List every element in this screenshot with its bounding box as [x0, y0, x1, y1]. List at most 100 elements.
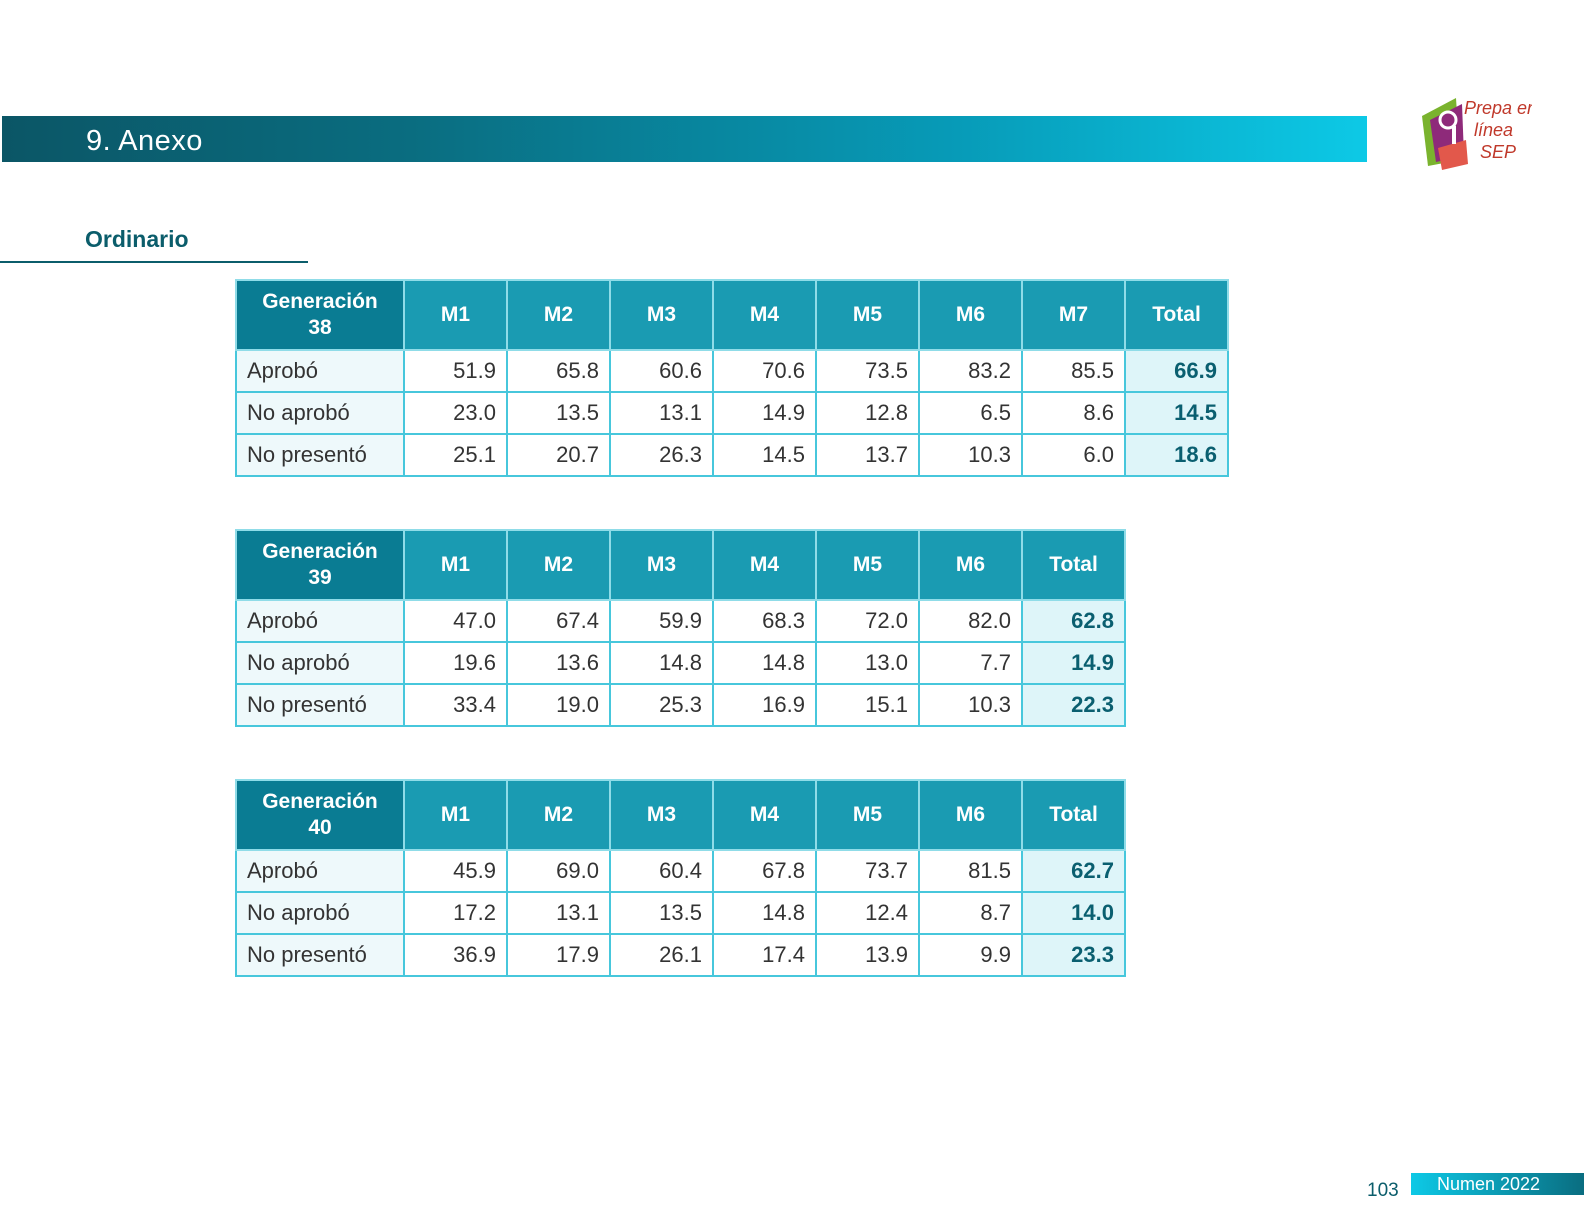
column-header: M3 — [609, 529, 714, 601]
column-header: M1 — [403, 779, 508, 851]
cell-value: 6.5 — [918, 391, 1023, 435]
cell-value: 17.2 — [403, 891, 508, 935]
cell-value: 69.0 — [506, 849, 611, 893]
cell-value: 67.8 — [712, 849, 817, 893]
corner-header: Generación 39 — [235, 529, 405, 601]
cell-value: 26.1 — [609, 933, 714, 977]
prepa-en-linea-logo: Prepa en línea SEP — [1422, 90, 1537, 172]
cell-value: 72.0 — [815, 599, 920, 643]
cell-total: 14.0 — [1021, 891, 1126, 935]
cell-total: 62.8 — [1021, 599, 1126, 643]
cell-value: 12.8 — [815, 391, 920, 435]
row-label: No presentó — [235, 433, 405, 477]
page-title: 9. Anexo — [86, 125, 203, 157]
cell-value: 73.7 — [815, 849, 920, 893]
row-label: Aprobó — [235, 849, 405, 893]
page-number: 103 — [1367, 1180, 1399, 1201]
cell-value: 73.5 — [815, 349, 920, 393]
cell-value: 13.1 — [506, 891, 611, 935]
cell-value: 67.4 — [506, 599, 611, 643]
column-header: M1 — [403, 279, 508, 351]
table-row: Aprobó 45.9 69.0 60.4 67.8 73.7 81.5 62.… — [235, 849, 1126, 893]
column-header: M4 — [712, 779, 817, 851]
row-label: No presentó — [235, 683, 405, 727]
corner-line1: Generación — [262, 790, 378, 813]
cell-value: 26.3 — [609, 433, 714, 477]
row-label: Aprobó — [235, 349, 405, 393]
cell-value: 13.5 — [506, 391, 611, 435]
table-row: No presentó 25.1 20.7 26.3 14.5 13.7 10.… — [235, 433, 1229, 477]
cell-value: 16.9 — [712, 683, 817, 727]
cell-value: 14.8 — [712, 891, 817, 935]
section-divider — [0, 261, 308, 263]
cell-value: 19.6 — [403, 641, 508, 685]
cell-value: 15.1 — [815, 683, 920, 727]
table-header-row: Generación 39 M1 M2 M3 M4 M5 M6 Total — [235, 529, 1126, 601]
column-header: M6 — [918, 529, 1023, 601]
cell-total: 23.3 — [1021, 933, 1126, 977]
row-label: No presentó — [235, 933, 405, 977]
column-header: M2 — [506, 779, 611, 851]
column-header: M5 — [815, 529, 920, 601]
row-label: No aprobó — [235, 391, 405, 435]
cell-value: 45.9 — [403, 849, 508, 893]
cell-value: 10.3 — [918, 433, 1023, 477]
column-header: M4 — [712, 279, 817, 351]
cell-value: 13.0 — [815, 641, 920, 685]
cell-value: 14.9 — [712, 391, 817, 435]
cell-value: 13.7 — [815, 433, 920, 477]
cell-value: 12.4 — [815, 891, 920, 935]
cell-value: 65.8 — [506, 349, 611, 393]
cell-value: 13.6 — [506, 641, 611, 685]
cell-value: 81.5 — [918, 849, 1023, 893]
column-header: M1 — [403, 529, 508, 601]
cell-total: 22.3 — [1021, 683, 1126, 727]
logo-text-3: SEP — [1480, 142, 1516, 162]
corner-line2: 39 — [308, 566, 332, 589]
corner-line2: 40 — [308, 816, 332, 839]
cell-value: 51.9 — [403, 349, 508, 393]
cell-value: 20.7 — [506, 433, 611, 477]
column-header: M6 — [918, 279, 1023, 351]
corner-line1: Generación — [262, 290, 378, 313]
table-row: No aprobó 19.6 13.6 14.8 14.8 13.0 7.7 1… — [235, 641, 1126, 685]
column-header: M5 — [815, 279, 920, 351]
logo-text-2: línea — [1474, 120, 1513, 140]
cell-value: 13.9 — [815, 933, 920, 977]
cell-value: 82.0 — [918, 599, 1023, 643]
cell-value: 83.2 — [918, 349, 1023, 393]
table-row: No aprobó 17.2 13.1 13.5 14.8 12.4 8.7 1… — [235, 891, 1126, 935]
cell-value: 25.3 — [609, 683, 714, 727]
table-row: Aprobó 51.9 65.8 60.6 70.6 73.5 83.2 85.… — [235, 349, 1229, 393]
cell-total: 14.9 — [1021, 641, 1126, 685]
column-header: M7 — [1021, 279, 1126, 351]
column-header: M4 — [712, 529, 817, 601]
row-label: Aprobó — [235, 599, 405, 643]
column-header: M3 — [609, 779, 714, 851]
table-generacion-38: Generación 38 M1 M2 M3 M4 M5 M6 M7 Total… — [235, 279, 1229, 477]
table-row: Aprobó 47.0 67.4 59.9 68.3 72.0 82.0 62.… — [235, 599, 1126, 643]
cell-value: 13.5 — [609, 891, 714, 935]
column-header: M2 — [506, 529, 611, 601]
column-header: M3 — [609, 279, 714, 351]
row-label: No aprobó — [235, 891, 405, 935]
cell-value: 68.3 — [712, 599, 817, 643]
cell-value: 59.9 — [609, 599, 714, 643]
row-label: No aprobó — [235, 641, 405, 685]
footer-publication: Numen 2022 — [1411, 1173, 1584, 1195]
cell-value: 70.6 — [712, 349, 817, 393]
table-row: No aprobó 23.0 13.5 13.1 14.9 12.8 6.5 8… — [235, 391, 1229, 435]
table-header-row: Generación 40 M1 M2 M3 M4 M5 M6 Total — [235, 779, 1126, 851]
column-header: M2 — [506, 279, 611, 351]
cell-total: 14.5 — [1124, 391, 1229, 435]
column-header: M6 — [918, 779, 1023, 851]
column-header-total: Total — [1124, 279, 1229, 351]
cell-value: 14.8 — [609, 641, 714, 685]
cell-total: 18.6 — [1124, 433, 1229, 477]
cell-value: 19.0 — [506, 683, 611, 727]
cell-value: 85.5 — [1021, 349, 1126, 393]
table-row: No presentó 33.4 19.0 25.3 16.9 15.1 10.… — [235, 683, 1126, 727]
cell-value: 33.4 — [403, 683, 508, 727]
corner-header: Generación 40 — [235, 779, 405, 851]
cell-value: 47.0 — [403, 599, 508, 643]
